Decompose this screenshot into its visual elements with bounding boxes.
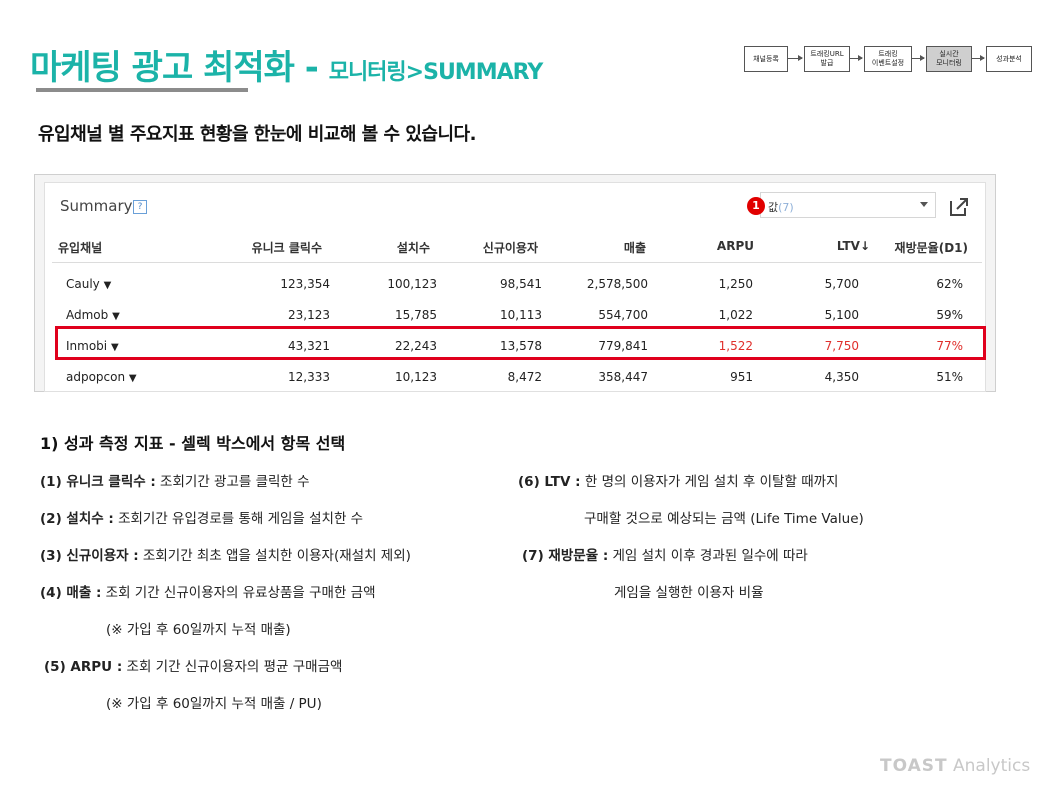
col-header-revenue[interactable]: 매출 [623,241,646,255]
flow-step-realtime-monitoring: 실시간 모니터링 [926,46,972,72]
table-cell: 358,447 [598,370,648,384]
metric-select[interactable] [760,192,936,218]
table-cell: 10,113 [500,308,542,322]
table-cell: 951 [730,370,753,384]
table-cell-highlighted: 7,750 [824,339,859,353]
col-header-arpu[interactable]: ARPU [716,239,754,253]
definition-arpu: (5) ARPU : 조회 기간 신규이용자의 평균 구매금액 [44,659,343,675]
page-title-main: 마케팅 광고 최적화 - [30,48,329,88]
page-title: 마케팅 광고 최적화 - 모니터링>SUMMARY [30,40,544,89]
flow-step-performance-analysis: 성과분석 [986,46,1032,72]
table-header-divider [52,262,982,263]
headline: 유입채널 별 주요지표 현황을 한눈에 비교해 볼 수 있습니다. [38,124,476,145]
row-highlight-box [55,326,986,360]
definition-retention-cont: 게임을 실행한 이용자 비율 [614,585,764,601]
table-cell: 10,123 [395,370,437,384]
definition-new-users: (3) 신규이용자 : 조회기간 최초 앱을 설치한 이용자(재설치 제외) [40,548,411,564]
col-header-unique-clicks[interactable]: 유니크 클릭수 [251,241,322,255]
table-cell-highlighted: 77% [936,339,963,353]
table-cell: 43,321 [288,339,330,353]
col-header-channel: 유입채널 [58,241,103,255]
metric-select-value: 값(7) [768,201,794,214]
table-cell: 62% [936,277,963,291]
step-number-badge: 1 [747,197,765,215]
row-channel-adpopcon[interactable]: adpopcon ▼ [66,370,137,384]
definition-arpu-note: (※ 가입 후 60일까지 누적 매출 / PU) [106,696,322,712]
definition-ltv-cont: 구매할 것으로 예상되는 금액 (Life Time Value) [584,511,864,527]
table-cell: 1,022 [718,308,753,322]
table-cell: 51% [936,370,963,384]
table-cell: 779,841 [598,339,648,353]
flow-arrow [972,55,985,61]
definition-ltv: (6) LTV : 한 명의 이용자가 게임 설치 후 이탈할 때까지 [518,474,839,490]
table-cell: 4,350 [824,370,859,384]
title-underline [36,88,248,92]
flow-arrow [912,55,925,61]
table-cell: 5,100 [824,308,859,322]
caret-down-icon: ▼ [128,373,137,384]
table-cell: 2,578,500 [586,277,648,291]
help-icon[interactable]: ? [133,200,147,214]
definition-revenue-note: (※ 가입 후 60일까지 누적 매출) [106,622,291,638]
row-channel-admob[interactable]: Admob ▼ [66,308,120,322]
row-channel-cauly[interactable]: Cauly ▼ [66,277,112,291]
row-channel-inmobi[interactable]: Inmobi ▼ [66,339,119,353]
caret-down-icon: ▼ [103,280,112,291]
chevron-down-icon[interactable] [920,202,928,207]
page-title-sub: 모니터링>SUMMARY [328,60,544,85]
table-cell: 123,354 [280,277,330,291]
table-cell: 13,578 [500,339,542,353]
flow-arrow [788,55,803,61]
definition-retention: (7) 재방문율 : 게임 설치 이후 경과된 일수에 따라 [522,548,808,564]
table-cell: 554,700 [598,308,648,322]
table-cell: 23,123 [288,308,330,322]
table-cell: 15,785 [395,308,437,322]
table-cell: 98,541 [500,277,542,291]
caret-down-icon: ▼ [110,342,119,353]
definitions-title: 1) 성과 측정 지표 - 셀렉 박스에서 항목 선택 [40,434,346,453]
table-cell: 100,123 [387,277,437,291]
table-cell: 59% [936,308,963,322]
col-header-new-users[interactable]: 신규이용자 [482,241,538,255]
definition-unique-clicks: (1) 유니크 클릭수 : 조회기간 광고를 클릭한 수 [40,474,310,490]
table-cell: 1,250 [718,277,753,291]
export-icon[interactable] [948,196,970,218]
table-cell: 5,700 [824,277,859,291]
col-header-installs[interactable]: 설치수 [396,241,430,255]
definition-installs: (2) 설치수 : 조회기간 유입경로를 통해 게임을 설치한 수 [40,511,364,527]
flow-step-channel-register: 채널등록 [744,46,788,72]
table-cell: 8,472 [507,370,542,384]
definition-revenue: (4) 매출 : 조회 기간 신규이용자의 유료상품을 구매한 금액 [40,585,376,601]
table-cell: 22,243 [395,339,437,353]
table-cell: 12,333 [288,370,330,384]
flow-step-tracking-event: 트래킹 이벤트설정 [864,46,912,72]
summary-title: Summary [60,197,133,215]
flow-arrow [850,55,863,61]
col-header-ltv[interactable]: LTV↓ [836,239,870,253]
table-cell-highlighted: 1,522 [718,339,753,353]
caret-down-icon: ▼ [112,311,120,322]
col-header-retention[interactable]: 재방문율(D1) [894,241,968,255]
brand-logo: TOAST Analytics [880,756,1031,776]
flow-step-tracking-url: 트래킹URL 발급 [804,46,850,72]
